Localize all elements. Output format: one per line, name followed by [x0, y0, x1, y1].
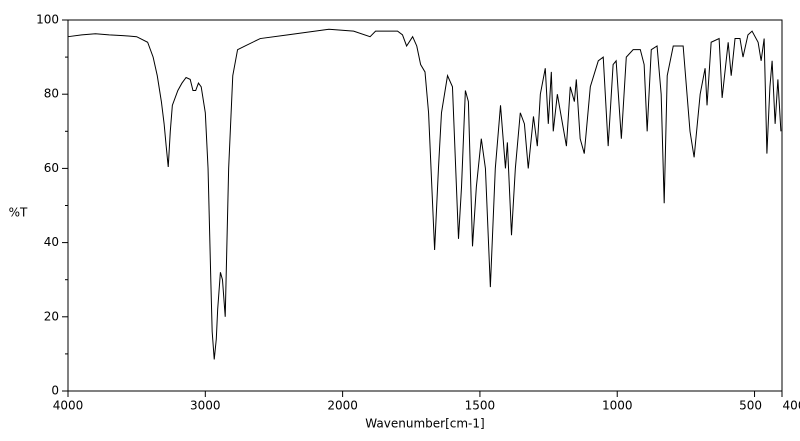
x-tick-label: 400	[783, 399, 800, 413]
x-tick-label: 1000	[602, 399, 633, 413]
x-axis-label: Wavenumber[cm-1]	[365, 417, 484, 431]
x-tick-label: 1500	[465, 399, 496, 413]
y-tick-label: 100	[36, 13, 59, 27]
x-tick-label: 2000	[327, 399, 358, 413]
x-tick-label: 500	[739, 399, 762, 413]
y-tick-label: 60	[44, 161, 59, 175]
y-tick-label: 40	[44, 235, 59, 249]
y-axis-label: %T	[9, 206, 28, 220]
spectrum-line	[67, 28, 782, 360]
y-tick-label: 0	[51, 384, 59, 398]
x-tick-label: 4000	[53, 399, 84, 413]
y-tick-label: 20	[44, 309, 59, 323]
y-tick-label: 80	[44, 87, 59, 101]
x-tick-label: 3000	[190, 399, 221, 413]
